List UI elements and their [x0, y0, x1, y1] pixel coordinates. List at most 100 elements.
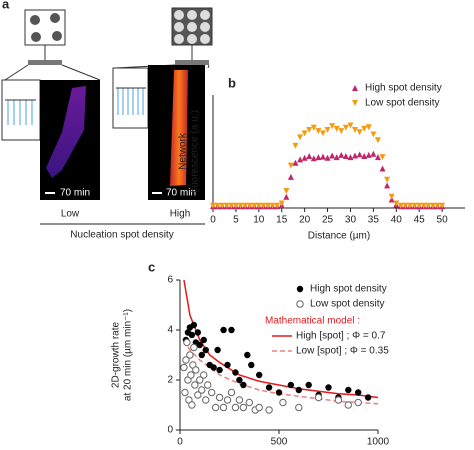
- legend-label: Low spot density: [365, 98, 440, 109]
- x-tick-label: 0: [177, 437, 183, 448]
- legend-marker: [296, 285, 304, 293]
- point: [183, 338, 191, 347]
- legend-title: Mathematical model :: [265, 316, 360, 327]
- point: [365, 151, 372, 158]
- point: [306, 127, 313, 134]
- point: [370, 150, 377, 157]
- point: [315, 154, 322, 161]
- point: [256, 371, 263, 379]
- x-tick-label: 45: [414, 215, 426, 226]
- point: [379, 154, 386, 161]
- point: [191, 381, 199, 389]
- point: [425, 202, 432, 209]
- point: [210, 202, 216, 209]
- x-tick-label: 40: [391, 215, 403, 226]
- point: [220, 326, 227, 334]
- point: [434, 202, 441, 209]
- point: [219, 202, 226, 209]
- x-tick-label: 5: [233, 215, 239, 226]
- point: [260, 202, 267, 209]
- point: [319, 153, 326, 160]
- point: [210, 364, 217, 371]
- scale-bar-label: 70 min: [60, 188, 90, 199]
- panel-label: c: [148, 259, 155, 274]
- condition-label: Low: [61, 209, 80, 220]
- point: [356, 151, 363, 158]
- point: [347, 154, 354, 161]
- point: [224, 361, 231, 369]
- point: [333, 154, 340, 161]
- point: [314, 393, 323, 402]
- point: [235, 396, 244, 404]
- point: [411, 202, 418, 209]
- point: [265, 406, 273, 414]
- point: [278, 200, 285, 207]
- point: [374, 137, 381, 144]
- point: [338, 128, 345, 135]
- point: [344, 401, 352, 409]
- point: [264, 202, 271, 209]
- point: [402, 202, 409, 209]
- point: [384, 176, 391, 183]
- scale-bar-label: 70 min: [166, 188, 196, 199]
- point: [192, 366, 200, 374]
- point: [269, 202, 276, 209]
- point: [219, 403, 228, 412]
- point: [397, 202, 404, 209]
- point: [214, 346, 221, 354]
- point: [182, 356, 190, 364]
- model-curve: [183, 279, 379, 399]
- point: [274, 202, 281, 209]
- point: [295, 386, 302, 394]
- point: [198, 351, 205, 359]
- point: [198, 386, 206, 394]
- point: [214, 202, 221, 209]
- point: [364, 394, 372, 401]
- point: [236, 376, 243, 384]
- point: [429, 202, 436, 209]
- point: [310, 155, 317, 162]
- point: [283, 188, 290, 195]
- point: [275, 389, 283, 396]
- point: [297, 134, 304, 141]
- point: [310, 124, 317, 131]
- y-axis-label: 2D-growth rate: [111, 321, 122, 388]
- legend-label: High spot density: [365, 83, 442, 94]
- legend-marker: [352, 85, 358, 91]
- x-tick-label: 30: [345, 215, 357, 226]
- point: [211, 403, 220, 412]
- point: [439, 202, 446, 209]
- point: [301, 154, 308, 161]
- point: [180, 363, 188, 372]
- point: [181, 388, 189, 397]
- point: [204, 381, 212, 389]
- x-tick-label: 50: [437, 215, 449, 226]
- inset-high: [112, 67, 149, 129]
- panel-label: b: [228, 75, 236, 90]
- point: [338, 151, 345, 158]
- point: [407, 202, 414, 209]
- point: [345, 386, 352, 394]
- x-tick-label: 10: [253, 215, 265, 226]
- point: [287, 381, 295, 389]
- point: [393, 200, 400, 207]
- point: [251, 202, 258, 209]
- y-tick-label: 2: [167, 375, 173, 386]
- point: [352, 127, 359, 134]
- point: [255, 202, 262, 209]
- point: [306, 153, 313, 160]
- point: [200, 336, 207, 344]
- point: [190, 321, 198, 329]
- point: [242, 202, 249, 209]
- point: [190, 343, 198, 352]
- point: [295, 403, 303, 412]
- point: [354, 398, 362, 407]
- point: [223, 202, 230, 209]
- point: [265, 384, 273, 391]
- point: [324, 127, 331, 134]
- x-tick-label: 1000: [367, 437, 390, 448]
- point: [329, 123, 336, 130]
- point: [202, 346, 209, 354]
- point: [194, 329, 202, 336]
